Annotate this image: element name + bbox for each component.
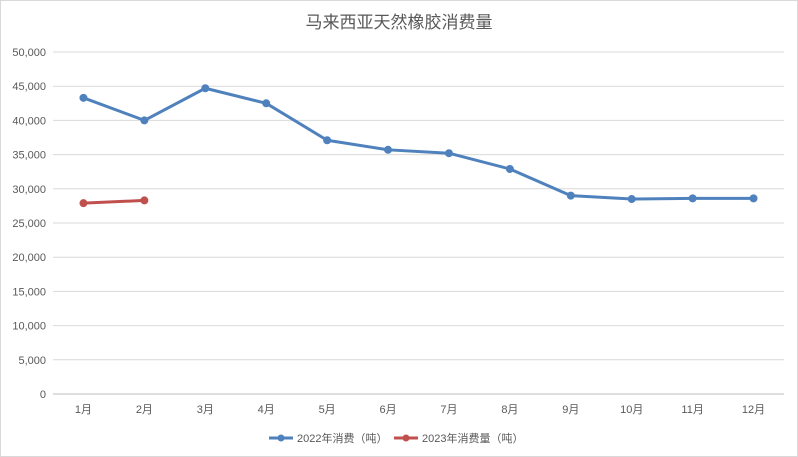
data-point [79,93,88,102]
y-tick-label: 25,000 [12,218,46,230]
y-axis-tick-labels: 0 5,000 10,000 15,000 20,000 25,000 30,000 35,0… [12,47,46,401]
data-point [201,84,210,93]
x-axis-tick-labels: 1月 2月 3月 4月 5月 6月 7月 8月 9月 10月 11月 12月 [75,404,765,416]
data-point [627,195,636,204]
series-line [81,198,146,205]
x-tick-label: 3月 [197,404,214,416]
data-point [140,196,149,205]
y-tick-label: 40,000 [12,115,46,127]
legend-swatch-marker [402,434,410,442]
x-tick-label: 12月 [742,404,765,416]
data-point [749,194,758,203]
y-tick-label: 45,000 [12,81,46,93]
y-tick-label: 15,000 [12,286,46,298]
y-tick-label: 20,000 [12,252,46,264]
data-point [505,164,514,173]
legend-label: 2023年消费量（吨） [422,431,523,445]
x-tick-label: 5月 [319,404,336,416]
gridlines [53,51,784,395]
series-lines [79,84,758,208]
data-point [566,191,575,200]
x-tick-label: 6月 [379,404,396,416]
series-line [81,86,756,201]
x-tick-label: 9月 [562,404,579,416]
series-1 [79,84,758,204]
data-point [262,99,271,108]
y-tick-label: 35,000 [12,150,46,162]
data-point [688,194,697,203]
x-tick-label: 11月 [681,404,703,416]
legend-item: 2023年消费量（吨） [394,431,523,445]
x-tick-label: 10月 [620,404,643,416]
y-tick-label: 30,000 [12,184,46,196]
x-tick-label: 8月 [501,404,518,416]
y-tick-label: 50,000 [12,47,46,59]
legend-item: 2022年消费（吨） [269,431,387,445]
y-tick-label: 0 [40,389,46,401]
data-point [444,149,453,158]
y-tick-label: 10,000 [12,321,46,333]
x-tick-label: 1月 [75,404,92,416]
series-2 [79,196,149,208]
data-point [140,116,149,125]
x-tick-label: 2月 [136,404,153,416]
chart-title: 马来西亚天然橡胶消费量 [306,13,493,33]
x-tick-label: 7月 [440,404,457,416]
legend: 2022年消费（吨） 2023年消费量（吨） [269,431,523,445]
x-tick-label: 4月 [258,404,275,416]
data-point [384,145,393,154]
data-point [323,136,332,145]
legend-label: 2022年消费（吨） [297,431,387,445]
data-point [79,199,88,208]
y-tick-label: 5,000 [18,355,46,367]
legend-swatch-marker [277,434,285,442]
